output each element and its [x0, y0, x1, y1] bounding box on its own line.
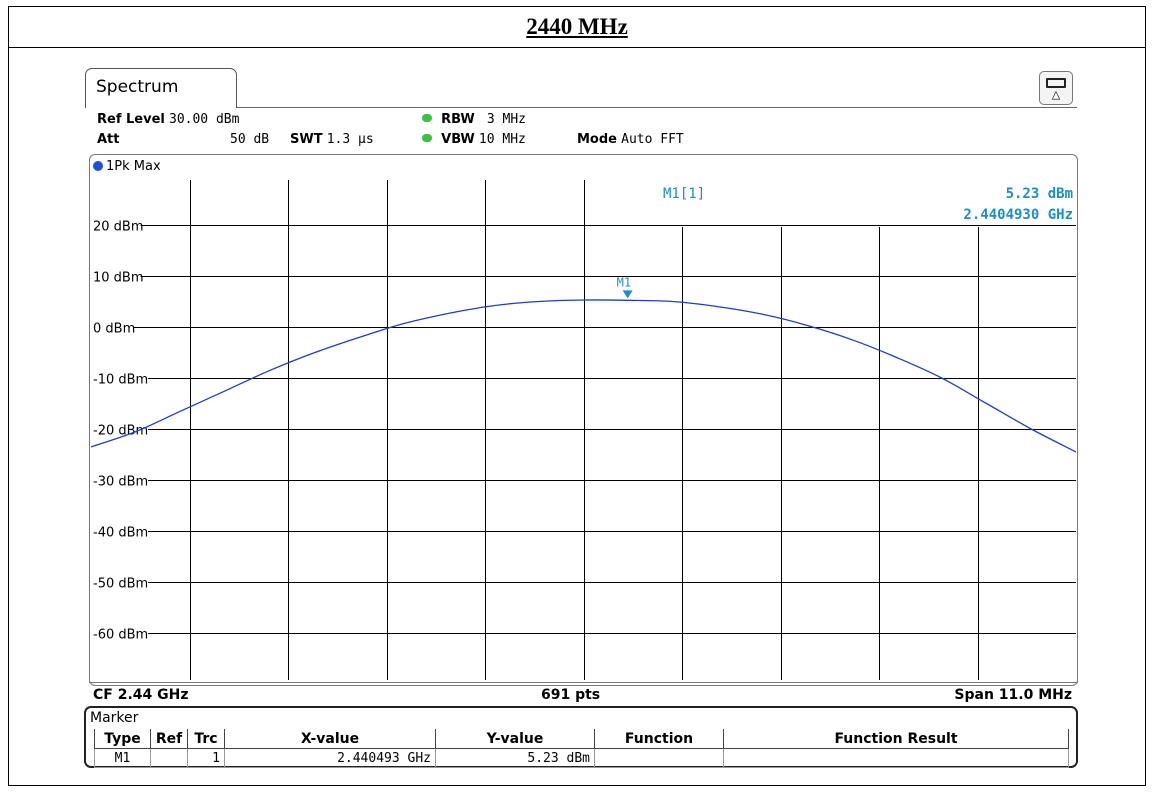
ref-level-value: 30.00 dBm	[169, 112, 240, 127]
trace-panel: 1Pk Max	[89, 154, 1078, 686]
rbw-label: RBW	[441, 112, 475, 127]
trace-label-text: 1Pk Max	[106, 159, 161, 174]
vbw-setting: VBW 10 MHz	[422, 132, 526, 147]
marker-label: M1	[617, 275, 631, 289]
col-x-value: X-value	[224, 729, 436, 749]
col-y-value: Y-value	[435, 729, 595, 749]
tick-label-bg	[91, 624, 149, 643]
tab-spectrum-label: Spectrum	[96, 77, 179, 97]
spectrum-plot[interactable]: 20 dBm 10 dBm 0 dBm -10 dBm -20 dBm -30 dBm -4…	[91, 180, 1076, 680]
y-tick-label: -10 dBm	[93, 373, 148, 388]
cell-function-result	[723, 748, 1069, 768]
y-tick-label: 20 dBm	[93, 220, 144, 235]
vbw-status-dot	[422, 134, 432, 142]
y-tick-label: -40 dBm	[93, 526, 148, 541]
y-tick-label: 0 dBm	[93, 322, 135, 337]
col-function: Function	[594, 729, 724, 749]
cell-y-value: 5.23 dBm	[435, 748, 595, 768]
swt-setting: SWT 1.3 µs	[290, 132, 374, 147]
tick-label-bg	[91, 216, 141, 235]
trace-dot-icon	[93, 161, 103, 171]
tick-label-bg	[91, 573, 149, 592]
span-value: Span 11.0 MHz	[954, 687, 1072, 703]
col-trc: Trc	[187, 729, 225, 749]
col-function-result: Function Result	[723, 729, 1069, 749]
tab-spectrum[interactable]: Spectrum	[85, 68, 237, 108]
analyzer-screenshot: Spectrum △ Ref Level 30.00 dBm Att 50 dB…	[80, 62, 1080, 770]
rbw-value: 3 MHz	[486, 112, 526, 127]
tick-label-bg	[91, 522, 149, 541]
mode-value: Auto FFT	[621, 132, 684, 147]
vbw-value: 10 MHz	[478, 132, 526, 147]
cell-trc: 1	[187, 748, 225, 768]
cell-function	[594, 748, 724, 768]
cell-x-value: 2.440493 GHz	[224, 748, 436, 768]
cell-ref	[150, 748, 188, 768]
trace-line	[91, 299, 1076, 453]
marker-triangle	[622, 290, 633, 299]
marker-table: Type Ref Trc X-value Y-value Function Fu…	[94, 729, 1069, 768]
ref-level-label: Ref Level	[97, 112, 165, 127]
marker-table-header: Type Ref Trc X-value Y-value Function Fu…	[94, 729, 1069, 749]
mode-setting: Mode Auto FFT	[577, 132, 684, 147]
col-type: Type	[94, 729, 151, 749]
y-tick-label: -30 dBm	[93, 475, 148, 490]
tick-label-bg	[91, 420, 149, 439]
col-ref: Ref	[150, 729, 188, 749]
trace-label: 1Pk Max	[93, 159, 161, 174]
title-row: 2440 MHz	[9, 7, 1145, 48]
battery-delta-icon[interactable]: △	[1039, 71, 1073, 105]
rbw-setting: RBW 3 MHz	[422, 112, 526, 127]
marker-readout-level: 5.23 dBm	[1006, 186, 1073, 202]
plot-footer: CF 2.44 GHz 691 pts Span 11.0 MHz	[89, 682, 1078, 707]
tick-label-bg	[91, 369, 149, 388]
spectrum-plot-svg: 20 dBm 10 dBm 0 dBm -10 dBm -20 dBm -30 dBm -4…	[91, 180, 1076, 680]
rbw-status-dot	[422, 114, 432, 122]
marker-table-panel: Marker Type Ref Trc X-value Y-value Func…	[84, 706, 1078, 768]
document-table: 2440 MHz	[8, 6, 1146, 786]
center-frequency: CF 2.44 GHz	[93, 687, 189, 703]
ref-level-setting: Ref Level 30.00 dBm	[97, 112, 239, 127]
att-label: Att	[97, 132, 120, 147]
y-tick-label: -60 dBm	[93, 628, 148, 643]
marker-readout-name: M1[1]	[663, 186, 705, 202]
document-title: 2440 MHz	[526, 14, 628, 39]
vbw-label: VBW	[441, 132, 475, 147]
tick-label-bg	[91, 471, 149, 490]
tick-label-bg	[91, 318, 133, 337]
att-value: 50 dB	[230, 132, 270, 147]
marker-readout-frequency: 2.4404930 GHz	[963, 207, 1073, 223]
cell-type: M1	[94, 748, 151, 768]
swt-label: SWT	[290, 132, 323, 147]
y-tick-label: -20 dBm	[93, 424, 148, 439]
tick-label-bg	[91, 267, 141, 286]
table-row[interactable]: M1 1 2.440493 GHz 5.23 dBm	[94, 748, 1069, 768]
tab-divider	[237, 107, 1077, 108]
mode-label: Mode	[577, 132, 617, 147]
point-count: 691 pts	[541, 687, 601, 703]
marker-table-title: Marker	[90, 710, 139, 726]
swt-value: 1.3 µs	[326, 132, 374, 147]
y-tick-label: -50 dBm	[93, 577, 148, 592]
att-label-wrap: Att	[97, 132, 120, 147]
y-tick-label: 10 dBm	[93, 271, 144, 286]
